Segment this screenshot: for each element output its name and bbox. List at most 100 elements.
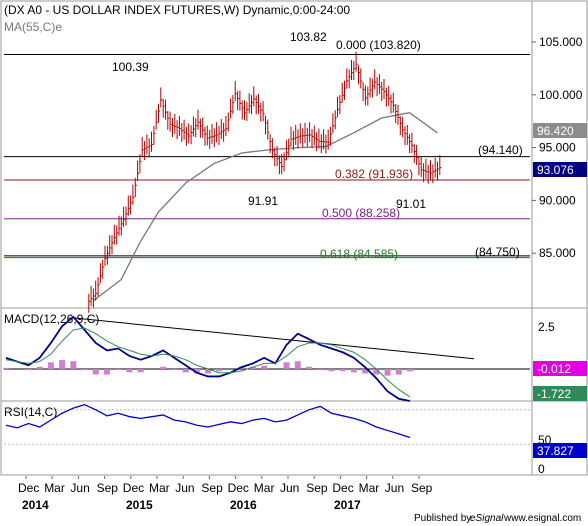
x-tick-month-10: Jun [280, 481, 299, 495]
ma-value-box [533, 123, 587, 138]
macd-histogram-bar [25, 369, 32, 371]
macd-ytick-0: 2.5 [538, 320, 555, 334]
macd-histogram-bar [261, 365, 268, 369]
macd-signal-value-box [533, 386, 587, 401]
x-tick-month-1: Mar [44, 481, 65, 495]
level-label-3: 0.500 (88.258) [322, 206, 400, 220]
x-tick-month-6: Jun [175, 481, 194, 495]
price-ytick-2: 95.000 [539, 141, 576, 155]
published-by-text: Published by [414, 513, 471, 524]
price-value-box [533, 162, 587, 177]
macd-histogram-bar [115, 369, 122, 371]
macd-histogram-bar [137, 369, 144, 373]
macd-hist-value-box [533, 361, 587, 376]
x-tick-year-0: 2014 [22, 498, 49, 512]
macd-histogram-bar [92, 369, 99, 375]
price-bars [88, 51, 442, 313]
x-tick-month-14: Jun [385, 481, 404, 495]
macd-histogram-bar [160, 366, 167, 369]
x-tick-month-8: Dec [228, 481, 249, 495]
annotation-high-2016: 103.82 [290, 30, 327, 44]
macd-histogram-bar [47, 362, 54, 369]
x-tick-month-9: Mar [254, 481, 275, 495]
annotation-high-2015: 100.39 [112, 60, 149, 74]
price-ytick-0: 105.000 [539, 35, 583, 49]
x-tick-month-2: Jun [70, 481, 89, 495]
rsi-panel [0, 400, 588, 476]
macd-histogram-bar [70, 361, 77, 369]
macd-histogram-bar [373, 369, 380, 375]
macd-histogram-bar [339, 369, 346, 372]
esignal-logo: eSignal [470, 513, 504, 524]
macd-histogram-bar [216, 369, 223, 372]
price-ytick-4: 85.000 [539, 246, 576, 260]
ma-polyline [92, 112, 438, 302]
macd-histogram-bar [362, 369, 369, 374]
macd-histogram-bar [395, 369, 402, 375]
moving-average-line [92, 112, 438, 302]
x-tick-month-13: Mar [359, 481, 380, 495]
chart-title: (DX A0 - US DOLLAR INDEX FUTURES,W) Dyna… [4, 3, 350, 17]
macd-panel [0, 307, 588, 402]
macd-histogram-bar [81, 369, 88, 371]
price-ytick-3: 90.000 [539, 193, 576, 207]
macd-hist-value-label: -0.012 [537, 362, 571, 376]
x-tick-month-3: Sep [97, 481, 119, 495]
level-label-2: 0.382 (91.936) [335, 167, 413, 181]
price-y-axis: 105.000 100.000 95.000 90.000 85.000 [532, 35, 583, 260]
x-tick-month-7: Sep [201, 481, 223, 495]
rsi-line [4, 403, 530, 445]
level-label-1: (94.140) [478, 143, 523, 157]
macd-histogram-bar [294, 361, 301, 369]
price-value-label: 93.076 [537, 163, 574, 177]
macd-histogram-bar [182, 369, 189, 373]
rsi-title: RSI(14,C) [4, 405, 57, 419]
x-tick-month-11: Sep [306, 481, 328, 495]
macd-signal-line [5, 327, 411, 398]
level-label-4: 0.618 (84.585) [320, 247, 398, 261]
esignal-site-text: www.esignal.com [503, 513, 581, 524]
macd-histogram-bar [126, 369, 133, 373]
macd-histogram-bar [384, 369, 391, 376]
ma-label: MA(55,C)e [4, 20, 62, 34]
macd-trendline [73, 317, 475, 360]
x-tick-year-1: 2015 [126, 498, 153, 512]
x-tick-month-12: Dec [332, 481, 353, 495]
rsi-ytick-1: 0 [538, 462, 545, 476]
x-tick-month-15: Sep [411, 481, 433, 495]
rsi-polyline [5, 403, 411, 439]
annotation-low-2016: 91.91 [248, 194, 278, 208]
x-tick-year-2: 2016 [230, 498, 257, 512]
x-tick-month-4: Dec [123, 481, 144, 495]
macd-title: MACD(12,26,9,C) [4, 312, 99, 326]
macd-histogram-bar [104, 369, 110, 375]
macd-histogram-bar [59, 360, 66, 369]
price-ytick-1: 100.000 [539, 88, 583, 102]
macd-line [5, 315, 411, 402]
ma-value-label: 96.420 [537, 124, 574, 138]
macd-signal-value-label: -1.722 [537, 387, 571, 401]
macd-histogram-bar [306, 366, 312, 369]
annotation-low-2017: 91.01 [396, 197, 426, 211]
rsi-value-label: 37.827 [537, 444, 574, 458]
price-panel [0, 0, 588, 309]
macd-histogram-bar [328, 369, 335, 372]
rsi-value-box [533, 443, 587, 458]
x-tick-year-3: 2017 [334, 498, 361, 512]
time-x-axis: Dec Mar Jun Sep Dec Mar Jun Sep Dec Mar Jun Sep Dec M… [18, 476, 433, 512]
level-label-5: (84.750) [475, 245, 520, 259]
fibonacci-levels [4, 53, 530, 259]
macd-histogram-bar [205, 369, 211, 374]
x-tick-month-0: Dec [18, 481, 39, 495]
macd-lines [3, 315, 530, 402]
macd-histogram-bar [193, 369, 200, 374]
macd-histogram-bar [350, 369, 357, 373]
x-tick-month-5: Mar [149, 481, 170, 495]
macd-histogram-bar [171, 369, 178, 371]
macd-histogram-bar [407, 369, 413, 372]
level-label-0: 0.000 (103.820) [336, 38, 421, 52]
macd-histogram-bar [283, 362, 290, 369]
macd-histogram-bar [36, 366, 43, 369]
macd-histogram-bar [3, 367, 9, 369]
